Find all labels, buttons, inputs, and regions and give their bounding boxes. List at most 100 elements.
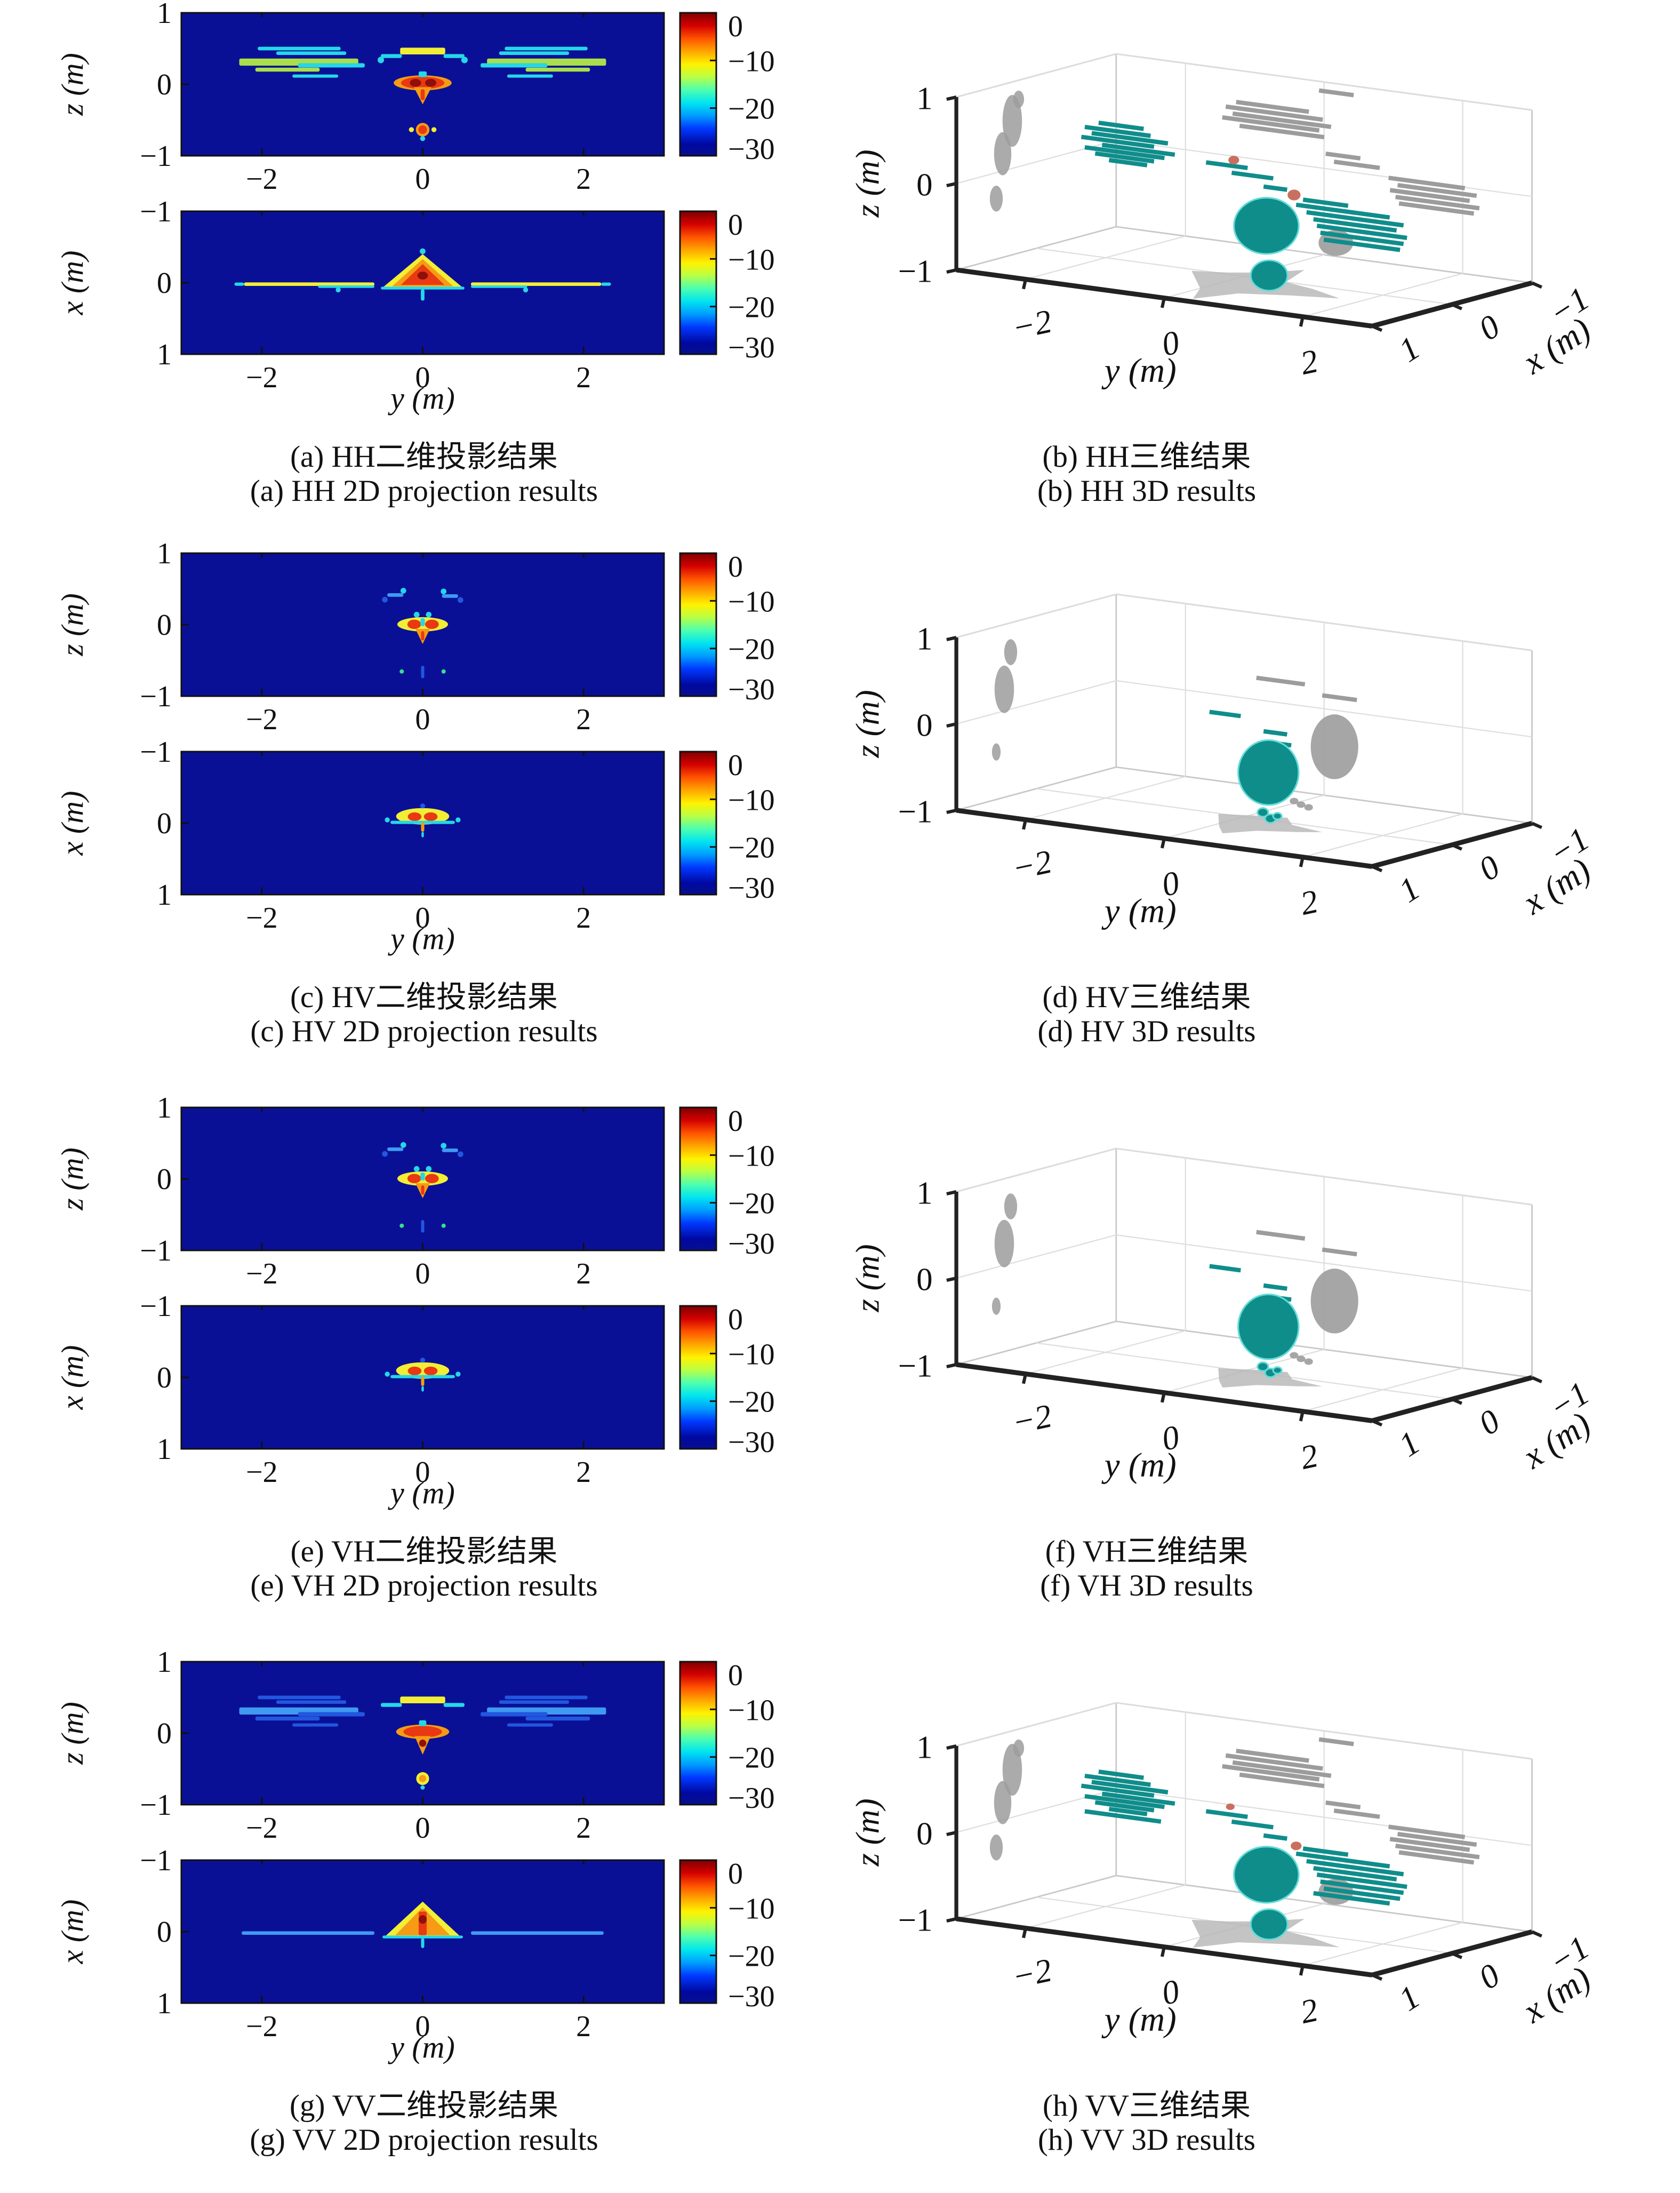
svg-text:z (m): z (m) [849, 1798, 886, 1867]
svg-text:−1: −1 [898, 1348, 933, 1384]
svg-text:−1: −1 [140, 742, 172, 769]
heatmap-vv-zy: −2 0 2 1 0 −1 z (m) 0 −10 −20 −30 [32, 1652, 827, 1851]
plot3d-vv: 1 0 −1 −2 0 2 1 0 −1 z (m) y (m) x (m) [843, 1660, 1664, 2092]
scatter-content [991, 1193, 1358, 1388]
svg-text:0: 0 [415, 163, 430, 196]
caption-e-en: (e) VH 2D projection results [250, 1569, 598, 1602]
svg-text:1: 1 [157, 3, 172, 30]
svg-text:0: 0 [916, 707, 932, 743]
svg-text:0: 0 [157, 68, 172, 101]
heatmap-features [239, 1695, 606, 1790]
axis-ticks [181, 1859, 585, 2004]
svg-text:0: 0 [415, 1456, 430, 1489]
plot-VV_3d: 10−1−2 0 2 10 −1z (m)y (m) x (m) [849, 1702, 1597, 2039]
plot3d-hh: 1 0 −1 −2 0 2 1 0 −1 z (m) y (m) x (m) [843, 11, 1664, 443]
caption-g-zh: (g) VV二维投影结果 [289, 2089, 558, 2123]
svg-text:−20: −20 [728, 291, 775, 324]
grid-lines [956, 593, 1533, 858]
svg-text:0: 0 [415, 1812, 430, 1845]
svg-text:−2: −2 [246, 361, 278, 394]
caption-d-zh: (d) HV三维结果 [1042, 980, 1251, 1014]
svg-text:0: 0 [916, 1262, 932, 1297]
svg-text:0: 0 [1472, 848, 1506, 888]
svg-text:2: 2 [576, 1456, 591, 1489]
axis-ticks [181, 751, 585, 896]
svg-text:−10: −10 [728, 784, 775, 817]
caption-b-zh: (b) HH三维结果 [1042, 440, 1251, 474]
svg-text:1: 1 [916, 621, 932, 657]
svg-text:z (m): z (m) [849, 1244, 886, 1312]
svg-text:0: 0 [157, 609, 172, 642]
svg-text:0: 0 [415, 902, 430, 935]
svg-text:1: 1 [157, 1652, 172, 1679]
svg-text:2: 2 [1297, 1437, 1321, 1477]
svg-text:−1: −1 [140, 1234, 172, 1267]
heatmap-vv-xy: −2 0 2 −1 0 1 x (m) y (m) 0 −10 −20 −30 [32, 1851, 827, 2101]
svg-text:−2: −2 [246, 1257, 278, 1290]
svg-text:0: 0 [157, 267, 172, 300]
svg-text:−20: −20 [728, 832, 775, 865]
svg-text:x (m): x (m) [55, 251, 90, 316]
svg-text:−30: −30 [728, 331, 775, 364]
heatmap-features [239, 46, 606, 141]
svg-text:0: 0 [728, 209, 743, 242]
svg-text:1: 1 [916, 1729, 932, 1765]
heatmap-features [242, 1901, 604, 1948]
svg-text:0: 0 [1472, 1402, 1506, 1442]
svg-text:2: 2 [576, 361, 591, 394]
svg-text:−2: −2 [246, 163, 278, 196]
row-vh: −2 0 2 1 0 −1 z (m) 0 −10 −20 −30 −2 0 2 −1 0 1 x (m) y (… [0, 1095, 1680, 1639]
svg-text:2: 2 [576, 2010, 591, 2043]
svg-text:z (m): z (m) [849, 690, 886, 758]
plot-HH_zy: −2 0 210−1z (m)0−10−20−30 [55, 3, 775, 196]
svg-text:z (m): z (m) [849, 149, 886, 218]
svg-text:−2: −2 [246, 1812, 278, 1845]
axis-ticks [181, 552, 585, 697]
svg-text:1: 1 [157, 879, 172, 912]
svg-text:0: 0 [916, 167, 932, 203]
svg-text:x (m): x (m) [55, 1900, 90, 1965]
plot3d-vh: 1 0 −1 −2 0 2 1 0 −1 z (m) y (m) x (m) [843, 1105, 1664, 1537]
svg-text:1: 1 [1392, 329, 1426, 370]
svg-text:−20: −20 [728, 633, 775, 666]
row-vv: −2 0 2 1 0 −1 z (m) 0 −10 −20 −30 −2 0 2 −1 0 1 x (m) y (… [0, 1649, 1680, 2193]
caption-c-en: (c) HV 2D projection results [250, 1015, 598, 1048]
svg-text:1: 1 [1392, 1978, 1426, 2019]
svg-text:−2: −2 [246, 902, 278, 935]
svg-text:2: 2 [1297, 882, 1321, 922]
svg-text:0: 0 [728, 551, 743, 584]
heatmap-vh-zy: −2 0 2 1 0 −1 z (m) 0 −10 −20 −30 [32, 1098, 827, 1296]
svg-text:y (m): y (m) [388, 2030, 455, 2064]
heatmap-features [234, 248, 611, 301]
heatmap-features [382, 587, 463, 679]
svg-text:−20: −20 [728, 93, 775, 126]
axis-ticks [181, 1305, 585, 1450]
svg-text:−20: −20 [728, 1742, 775, 1775]
row-hv: −2 0 2 1 0 −1 z (m) 0 −10 −20 −30 −2 0 2 −1 0 1 x (m) y (… [0, 540, 1680, 1084]
svg-text:−1: −1 [140, 680, 172, 713]
svg-text:−30: −30 [728, 872, 775, 905]
svg-text:−20: −20 [728, 1386, 775, 1419]
svg-text:0: 0 [728, 1303, 743, 1336]
caption-a-en: (a) HH 2D projection results [250, 474, 598, 508]
svg-text:0: 0 [916, 1816, 932, 1852]
svg-text:−30: −30 [728, 1782, 775, 1815]
caption-g-en: (g) VV 2D projection results [250, 2123, 598, 2157]
svg-text:−1: −1 [140, 140, 172, 173]
svg-text:−10: −10 [728, 243, 775, 276]
svg-text:−1: −1 [898, 253, 933, 289]
axis-ticks [181, 1661, 585, 1806]
svg-text:−30: −30 [728, 1426, 775, 1459]
svg-text:2: 2 [1297, 342, 1321, 382]
svg-text:2: 2 [576, 1812, 591, 1845]
svg-text:−2: −2 [246, 703, 278, 736]
svg-text:−1: −1 [898, 1902, 933, 1938]
svg-text:1: 1 [157, 1987, 172, 2020]
svg-text:1: 1 [916, 1175, 932, 1211]
svg-text:−10: −10 [728, 1694, 775, 1727]
plot-VH_3d: 10−1−2 0 2 10 −1z (m)y (m) x (m) [849, 1147, 1597, 1485]
svg-text:0: 0 [157, 807, 172, 840]
svg-text:y (m): y (m) [388, 381, 455, 416]
svg-text:−30: −30 [728, 133, 775, 166]
